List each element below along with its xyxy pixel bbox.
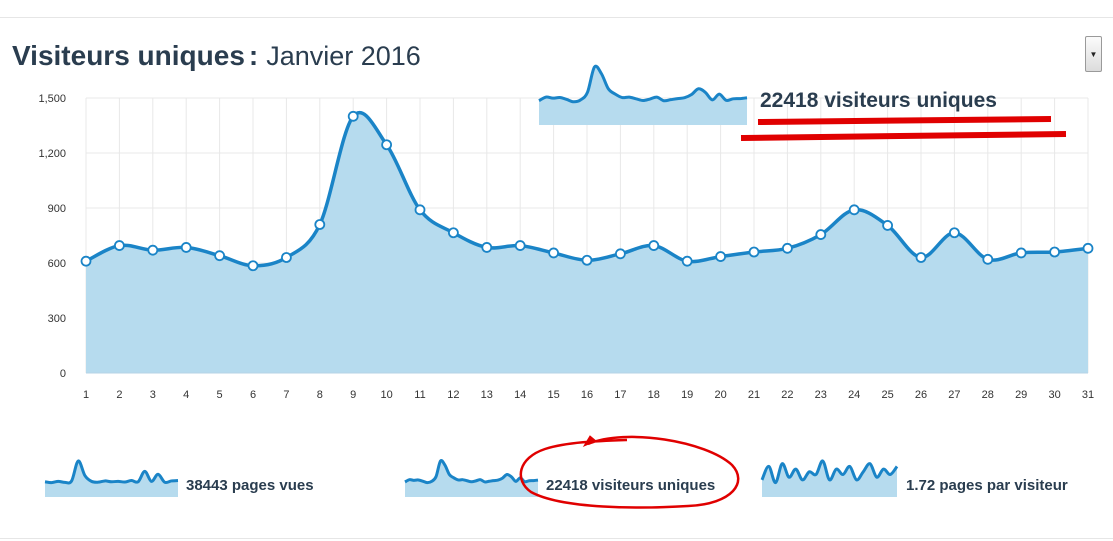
data-point: [180, 242, 192, 253]
data-point: [247, 260, 259, 272]
data-point: [882, 220, 893, 231]
data-point: [214, 250, 226, 262]
x-tick-label: 25: [881, 389, 893, 401]
data-point: [615, 248, 626, 260]
callout-underline: [757, 115, 1052, 126]
x-tick-label: 30: [1048, 389, 1060, 401]
data-point: [548, 247, 559, 259]
callout-underline-second: [740, 130, 1067, 142]
x-tick-label: 1: [83, 389, 89, 401]
data-point: [1082, 242, 1094, 254]
x-tick-label: 19: [681, 389, 693, 401]
data-point: [915, 252, 927, 263]
sparkline-label-pages-par-visiteur[interactable]: 1.72 pages par visiteur: [906, 477, 1068, 494]
highlight-circle: [519, 435, 740, 509]
x-tick-label: 8: [317, 389, 323, 401]
y-tick-label: 600: [48, 258, 66, 270]
x-tick-label: 31: [1082, 389, 1094, 401]
data-point: [1049, 246, 1060, 258]
x-tick-label: 28: [982, 389, 994, 401]
x-tick-label: 29: [1015, 389, 1027, 401]
x-tick-label: 15: [547, 389, 559, 401]
sparkline-pages-vues-area: [45, 460, 178, 497]
callout-sparkline-line: [538, 64, 748, 104]
x-tick-label: 7: [283, 389, 289, 401]
data-point: [514, 240, 526, 251]
x-tick-label: 10: [380, 389, 392, 401]
data-point: [80, 255, 92, 267]
data-point: [581, 254, 593, 266]
data-point: [414, 204, 426, 216]
callout-label: 22418 visiteurs uniques: [760, 89, 997, 112]
x-tick-label: 3: [150, 389, 156, 401]
data-point: [715, 251, 726, 262]
data-point: [648, 240, 660, 251]
dropdown-arrow-icon: ▼: [1089, 49, 1098, 59]
y-tick-label: 300: [48, 313, 66, 325]
sparkline-pages-par-visiteur-line: [760, 459, 899, 485]
sparkline-visiteurs-uniques-line: [404, 459, 539, 485]
data-point: [1015, 247, 1027, 259]
y-tick-label: 900: [48, 203, 66, 215]
x-tick-label: 24: [848, 389, 860, 401]
x-tick-label: 16: [581, 389, 593, 401]
data-point: [949, 227, 960, 239]
metric-title: Visiteurs uniques: [12, 40, 245, 71]
series-area: [86, 112, 1088, 374]
y-tick-label: 1,200: [38, 148, 66, 160]
x-tick-label: 21: [748, 389, 760, 401]
period-label: Janvier 2016: [266, 41, 421, 71]
x-tick-label: 6: [250, 389, 256, 401]
x-tick-label: 13: [481, 389, 493, 401]
data-point: [481, 242, 493, 253]
x-tick-label: 27: [948, 389, 960, 401]
data-point: [681, 255, 693, 267]
data-point: [147, 244, 159, 256]
page-title: Visiteurs uniques: Janvier 2016: [12, 40, 421, 72]
x-tick-label: 4: [183, 389, 189, 401]
data-point: [114, 240, 125, 251]
data-point: [848, 204, 860, 216]
x-tick-label: 12: [447, 389, 459, 401]
data-point: [782, 242, 793, 254]
y-tick-label: 0: [60, 368, 66, 380]
sparkline-label-visiteurs-uniques[interactable]: 22418 visiteurs uniques: [546, 477, 716, 494]
highlight-arrow-tip: [582, 435, 597, 448]
data-point: [748, 246, 760, 258]
x-tick-label: 23: [815, 389, 827, 401]
x-tick-label: 22: [781, 389, 793, 401]
data-point: [982, 253, 994, 265]
data-point: [447, 227, 459, 239]
bottom-divider: [0, 538, 1113, 539]
title-separator: :: [248, 40, 259, 71]
top-divider: [0, 17, 1113, 18]
x-tick-label: 20: [714, 389, 726, 401]
x-tick-label: 26: [915, 389, 927, 401]
period-dropdown[interactable]: ▼: [1085, 36, 1102, 72]
data-point: [381, 139, 393, 151]
sparkline-pages-vues-line: [44, 459, 179, 485]
data-point: [347, 110, 359, 122]
x-tick-label: 2: [116, 389, 122, 401]
x-tick-label: 5: [217, 389, 223, 401]
y-tick-label: 1,500: [38, 93, 66, 105]
x-tick-label: 14: [514, 389, 526, 401]
x-tick-label: 11: [414, 389, 425, 401]
data-point: [815, 229, 827, 240]
data-point: [280, 252, 292, 263]
x-tick-label: 9: [350, 389, 356, 401]
data-point: [314, 219, 326, 230]
x-tick-label: 17: [614, 389, 626, 401]
sparkline-label-pages-vues[interactable]: 38443 pages vues: [186, 477, 314, 494]
x-tick-label: 18: [648, 389, 660, 401]
